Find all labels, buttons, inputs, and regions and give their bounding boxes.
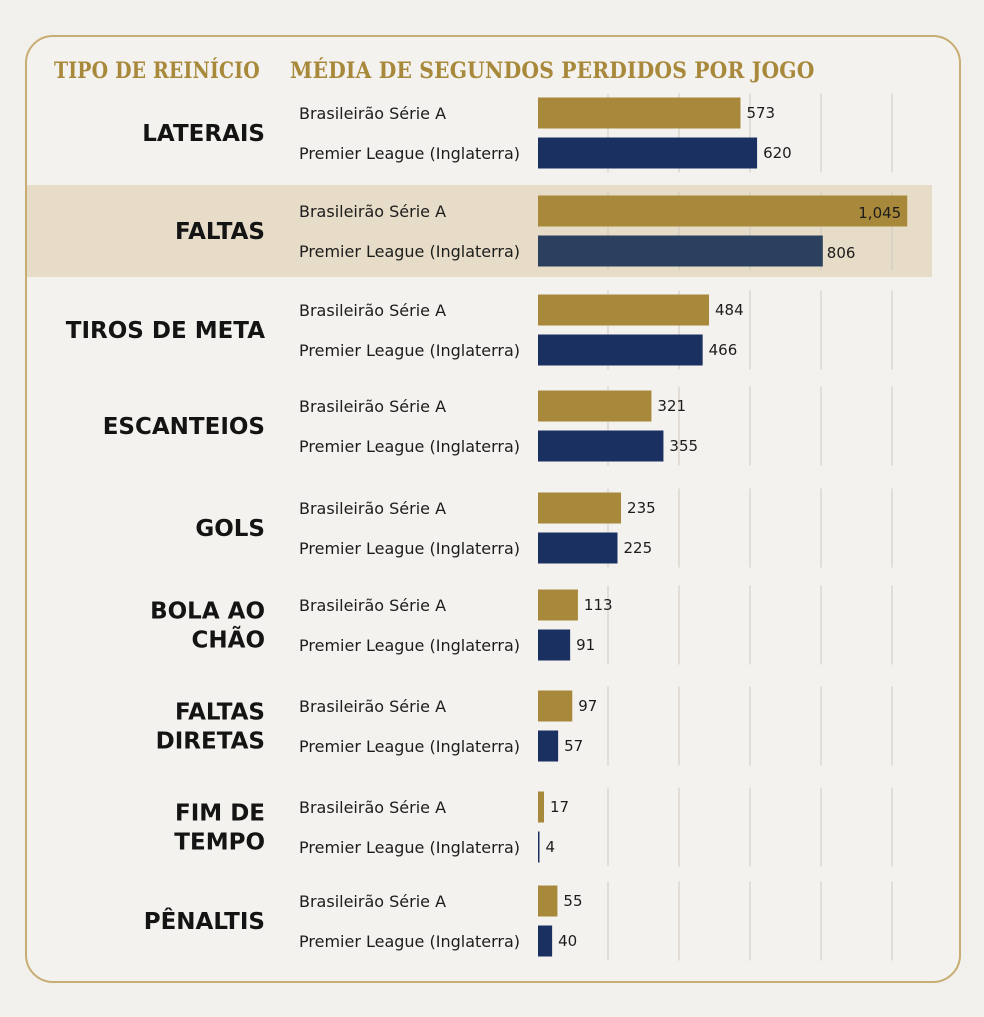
- value-label: 573: [746, 104, 775, 122]
- series-label: Brasileirão Série A: [299, 301, 446, 320]
- bar: [538, 690, 573, 722]
- category-label: TEMPO: [174, 830, 265, 856]
- series-label: Premier League (Inglaterra): [299, 144, 520, 163]
- category-label: DIRETAS: [156, 729, 265, 755]
- category-label: FALTAS: [175, 219, 265, 245]
- series-label: Premier League (Inglaterra): [299, 539, 520, 558]
- bar: [538, 430, 664, 462]
- bar: [538, 925, 553, 957]
- chart-title: MÉDIA DE SEGUNDOS PERDIDOS POR JOGO: [290, 58, 815, 84]
- series-label: Brasileirão Série A: [299, 397, 446, 416]
- bar: [538, 885, 558, 917]
- series-label: Premier League (Inglaterra): [299, 737, 520, 756]
- series-label: Brasileirão Série A: [299, 697, 446, 716]
- series-label: Brasileirão Série A: [299, 104, 446, 123]
- series-label: Brasileirão Série A: [299, 798, 446, 817]
- category-header: TIPO DE REINÍCIO: [54, 58, 260, 84]
- series-label: Premier League (Inglaterra): [299, 437, 520, 456]
- value-label: 466: [709, 341, 738, 359]
- bar: [538, 629, 571, 661]
- category-label: GOLS: [195, 516, 265, 542]
- bar: [538, 97, 741, 129]
- bar: [538, 589, 578, 621]
- value-label: 321: [657, 397, 686, 415]
- series-label: Premier League (Inglaterra): [299, 242, 520, 261]
- category-label: TIROS DE META: [66, 318, 265, 344]
- value-label: 4: [546, 838, 556, 856]
- series-label: Brasileirão Série A: [299, 499, 446, 518]
- series-label: Brasileirão Série A: [299, 596, 446, 615]
- series-label: Brasileirão Série A: [299, 202, 446, 221]
- bar: [538, 492, 622, 524]
- bar: [538, 791, 545, 823]
- bar: [538, 532, 618, 564]
- value-label: 235: [627, 499, 656, 517]
- bar: [538, 294, 710, 326]
- category-label: LATERAIS: [142, 121, 265, 147]
- series-label: Premier League (Inglaterra): [299, 636, 520, 655]
- bar: [538, 730, 559, 762]
- series-label: Premier League (Inglaterra): [299, 341, 520, 360]
- bar: [538, 831, 540, 863]
- value-label: 806: [827, 244, 856, 262]
- value-label: 17: [550, 798, 569, 816]
- bar: [538, 334, 703, 366]
- series-label: Premier League (Inglaterra): [299, 932, 520, 951]
- category-label: PÊNALTIS: [144, 907, 265, 935]
- series-label: Brasileirão Série A: [299, 892, 446, 911]
- category-label: ESCANTEIOS: [103, 414, 265, 440]
- bar: [538, 235, 823, 267]
- value-label: 91: [576, 636, 595, 654]
- value-label: 1,045: [858, 204, 901, 222]
- value-label: 113: [584, 596, 613, 614]
- bar: [538, 137, 758, 169]
- value-label: 57: [564, 737, 583, 755]
- bar: [538, 195, 908, 227]
- category-label: CHÃO: [192, 626, 265, 654]
- value-label: 225: [624, 539, 653, 557]
- category-label: FALTAS: [175, 700, 265, 726]
- value-label: 40: [558, 932, 577, 950]
- series-label: Premier League (Inglaterra): [299, 838, 520, 857]
- bar: [538, 390, 652, 422]
- category-label: BOLA AO: [150, 599, 265, 625]
- value-label: 484: [715, 301, 744, 319]
- value-label: 355: [669, 437, 698, 455]
- category-label: FIM DE: [175, 801, 265, 827]
- value-label: 620: [763, 144, 792, 162]
- value-label: 55: [563, 892, 582, 910]
- value-label: 97: [578, 697, 597, 715]
